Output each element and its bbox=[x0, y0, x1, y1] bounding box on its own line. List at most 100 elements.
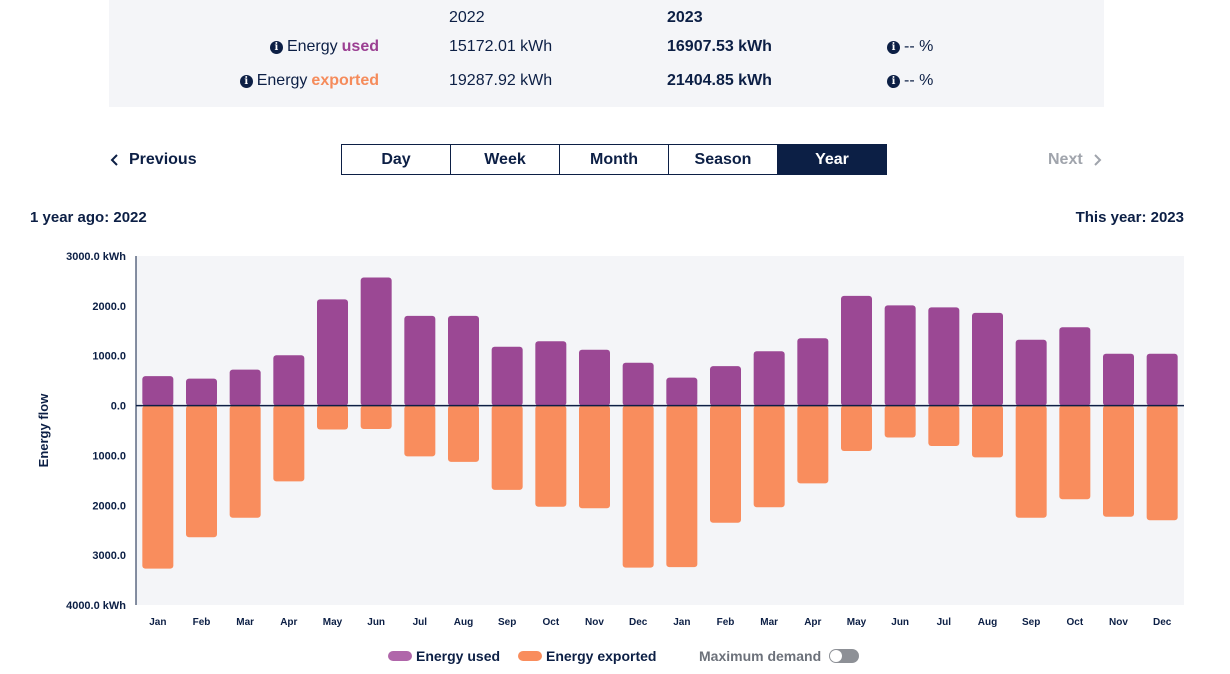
x-tick-label: Apr bbox=[804, 617, 821, 628]
y-tick-label: 1000.0 bbox=[92, 351, 126, 363]
previous-button[interactable]: Previous bbox=[109, 151, 197, 169]
bar-energy-exported bbox=[1146, 405, 1178, 521]
y-tick-label: 3000.0 bbox=[92, 550, 126, 562]
bar-energy-used bbox=[972, 312, 1003, 406]
max-demand-control: Maximum demand bbox=[699, 648, 860, 664]
bar-energy-used bbox=[229, 369, 261, 406]
bar-energy-used bbox=[928, 307, 960, 406]
x-tick-label: Jul bbox=[413, 617, 428, 628]
used-swatch bbox=[388, 651, 412, 661]
x-tick-label: Aug bbox=[454, 617, 473, 628]
bar-energy-exported bbox=[1059, 405, 1091, 500]
bar-energy-used bbox=[535, 341, 567, 406]
period-selector: Day Week Month Season Year bbox=[341, 144, 887, 175]
tab-day[interactable]: Day bbox=[341, 144, 451, 175]
chevron-left-icon bbox=[110, 154, 118, 166]
legend-energy-used[interactable]: Energy used bbox=[388, 648, 500, 664]
tab-month[interactable]: Month bbox=[559, 144, 669, 175]
bar-energy-used bbox=[579, 349, 610, 406]
bar-energy-used bbox=[491, 346, 523, 406]
bar-energy-exported bbox=[360, 405, 392, 430]
tab-week[interactable]: Week bbox=[450, 144, 560, 175]
y-axis-title: Energy flow bbox=[36, 393, 51, 468]
bar-energy-used bbox=[666, 377, 698, 406]
y-tick-label: 1000.0 bbox=[92, 450, 126, 462]
y-tick-label: 2000.0 bbox=[92, 500, 126, 512]
tab-year[interactable]: Year bbox=[777, 144, 887, 175]
bar-energy-used bbox=[753, 351, 785, 406]
bar-energy-used bbox=[1146, 353, 1178, 406]
bar-energy-exported bbox=[491, 405, 523, 490]
bar-energy-exported bbox=[797, 405, 829, 484]
used-highlight: used bbox=[341, 38, 379, 55]
y-tick-label: 4000.0 kWh bbox=[66, 600, 126, 612]
x-tick-label: Mar bbox=[236, 617, 254, 628]
legend-energy-exported[interactable]: Energy exported bbox=[518, 648, 656, 664]
previous-label: Previous bbox=[129, 151, 197, 168]
next-button[interactable]: Next bbox=[1048, 151, 1103, 169]
x-tick-label: Dec bbox=[629, 617, 648, 628]
x-tick-label: Dec bbox=[1153, 617, 1172, 628]
x-tick-label: Nov bbox=[1109, 617, 1128, 628]
max-demand-toggle[interactable] bbox=[829, 649, 860, 663]
info-icon[interactable]: i bbox=[239, 74, 253, 88]
bar-energy-exported bbox=[928, 405, 960, 446]
y-tick-label: 2000.0 bbox=[92, 301, 126, 313]
exported-change: i -- % bbox=[887, 72, 933, 90]
summary-year-prev: 2022 bbox=[449, 9, 485, 26]
info-icon[interactable]: i bbox=[887, 74, 900, 88]
summary-year-curr: 2023 bbox=[667, 9, 703, 26]
bar-energy-exported bbox=[884, 405, 916, 438]
x-tick-label: Jun bbox=[891, 617, 909, 628]
bar-energy-used bbox=[360, 277, 392, 406]
bar-energy-exported bbox=[186, 405, 217, 538]
energy-summary-panel: 2022 2023 i Energy used 15172.01 kWh 169… bbox=[109, 0, 1104, 107]
x-tick-label: Oct bbox=[1066, 617, 1083, 628]
plot-area bbox=[136, 256, 1184, 605]
bar-energy-exported bbox=[142, 405, 174, 569]
bar-energy-exported bbox=[753, 405, 785, 508]
bar-energy-exported bbox=[273, 405, 305, 482]
info-icon[interactable]: i bbox=[887, 40, 900, 54]
x-tick-label: Nov bbox=[585, 617, 604, 628]
bar-energy-exported bbox=[1015, 405, 1047, 518]
tab-season[interactable]: Season bbox=[668, 144, 778, 175]
energy-used-label: i Energy used bbox=[269, 38, 379, 56]
used-prev-value: 15172.01 kWh bbox=[449, 38, 553, 55]
bar-energy-used bbox=[622, 362, 654, 406]
bar-energy-used bbox=[1059, 327, 1091, 406]
y-tick-label: 0.0 bbox=[111, 401, 126, 413]
bar-energy-exported bbox=[404, 405, 436, 457]
bar-energy-used bbox=[317, 299, 348, 406]
next-label: Next bbox=[1048, 151, 1083, 168]
bar-energy-used bbox=[448, 315, 479, 406]
used-change: i -- % bbox=[887, 38, 933, 56]
bar-energy-used bbox=[273, 355, 305, 406]
x-tick-label: Mar bbox=[760, 617, 778, 628]
bar-energy-used bbox=[797, 338, 829, 406]
period-left-label: 1 year ago: 2022 bbox=[30, 209, 147, 226]
bar-energy-used bbox=[404, 315, 436, 406]
x-tick-label: Jan bbox=[673, 617, 690, 628]
bar-energy-exported bbox=[666, 405, 698, 568]
x-tick-label: Sep bbox=[1022, 617, 1040, 628]
bar-energy-used bbox=[142, 376, 174, 406]
info-icon[interactable]: i bbox=[269, 40, 283, 54]
bar-energy-exported bbox=[972, 405, 1003, 458]
exported-swatch bbox=[518, 651, 542, 661]
x-tick-label: Feb bbox=[717, 617, 735, 628]
bar-energy-exported bbox=[622, 405, 654, 568]
x-tick-label: Sep bbox=[498, 617, 516, 628]
x-tick-label: Apr bbox=[280, 617, 297, 628]
bar-energy-exported bbox=[229, 405, 261, 518]
bar-energy-exported bbox=[579, 405, 610, 509]
bar-energy-used bbox=[841, 295, 872, 406]
period-right-label: This year: 2023 bbox=[1075, 209, 1184, 226]
bar-energy-exported bbox=[535, 405, 567, 507]
bar-energy-exported bbox=[317, 405, 348, 430]
chevron-right-icon bbox=[1093, 154, 1102, 166]
bar-energy-exported bbox=[841, 405, 872, 451]
exported-highlight: exported bbox=[311, 72, 379, 89]
bar-energy-exported bbox=[1103, 405, 1134, 517]
x-tick-label: May bbox=[323, 617, 343, 628]
